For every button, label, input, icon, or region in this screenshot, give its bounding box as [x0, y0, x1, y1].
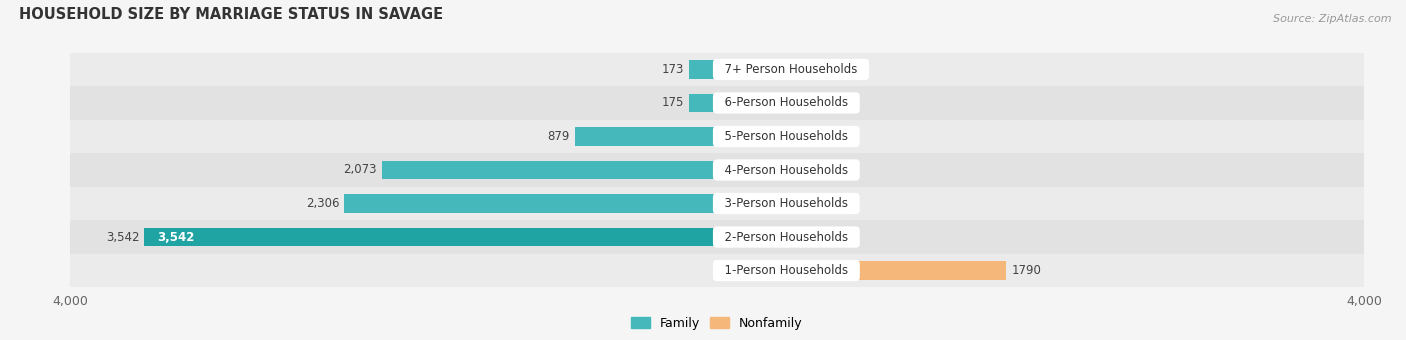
Bar [717, 161, 741, 179]
Bar [717, 127, 741, 146]
Bar [344, 194, 717, 213]
Text: HOUSEHOLD SIZE BY MARRIAGE STATUS IN SAVAGE: HOUSEHOLD SIZE BY MARRIAGE STATUS IN SAV… [18, 7, 443, 22]
Bar [70, 187, 1364, 220]
Text: 2,306: 2,306 [307, 197, 339, 210]
Bar [382, 161, 717, 179]
Text: 5-Person Households: 5-Person Households [717, 130, 856, 143]
Bar [575, 127, 717, 146]
Text: 10: 10 [747, 197, 761, 210]
Bar [717, 194, 741, 213]
Text: 2,073: 2,073 [343, 164, 377, 176]
Text: 879: 879 [548, 130, 569, 143]
Text: 0: 0 [747, 164, 754, 176]
Bar [70, 120, 1364, 153]
Text: 173: 173 [662, 63, 685, 76]
Bar [70, 220, 1364, 254]
Text: 0: 0 [747, 97, 754, 109]
Text: 1790: 1790 [1011, 264, 1042, 277]
Text: Source: ZipAtlas.com: Source: ZipAtlas.com [1274, 14, 1392, 23]
Bar [70, 86, 1364, 120]
Bar [717, 94, 741, 112]
Bar [70, 53, 1364, 86]
Bar [717, 60, 741, 79]
Text: 0: 0 [747, 130, 754, 143]
Bar [689, 60, 717, 79]
Bar [145, 228, 717, 246]
Bar [717, 228, 820, 246]
Text: 3-Person Households: 3-Person Households [717, 197, 856, 210]
Text: 2-Person Households: 2-Person Households [717, 231, 856, 243]
Text: 3,542: 3,542 [105, 231, 139, 243]
Bar [70, 153, 1364, 187]
Text: 634: 634 [824, 231, 846, 243]
Text: 175: 175 [662, 97, 683, 109]
Bar [689, 94, 717, 112]
Bar [70, 254, 1364, 287]
Legend: Family, Nonfamily: Family, Nonfamily [626, 312, 808, 335]
Text: 7+ Person Households: 7+ Person Households [717, 63, 865, 76]
Text: 4-Person Households: 4-Person Households [717, 164, 856, 176]
Text: 1-Person Households: 1-Person Households [717, 264, 856, 277]
Text: 6-Person Households: 6-Person Households [717, 97, 856, 109]
Bar [717, 261, 1007, 280]
Text: 0: 0 [747, 63, 754, 76]
Text: 3,542: 3,542 [157, 231, 194, 243]
